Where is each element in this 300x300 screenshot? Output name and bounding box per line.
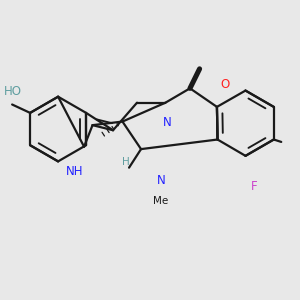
Text: Me: Me <box>153 196 168 206</box>
Text: NH: NH <box>66 165 84 178</box>
Text: F: F <box>250 180 257 193</box>
Text: N: N <box>163 116 172 129</box>
Text: O: O <box>221 78 230 91</box>
Text: HO: HO <box>4 85 22 98</box>
Text: N: N <box>157 174 166 187</box>
Text: H: H <box>122 157 130 167</box>
